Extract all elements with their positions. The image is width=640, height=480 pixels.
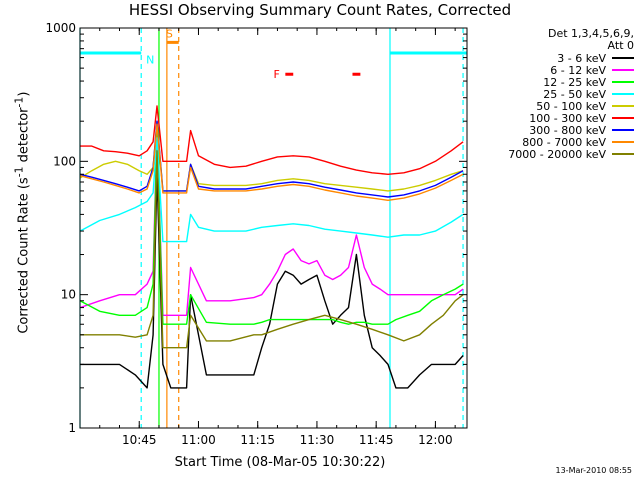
legend-item-8: 800 - 7000 keV	[482, 135, 634, 149]
y-tick-label-2: 100	[53, 154, 76, 168]
y-axis-label-mid: detector	[16, 107, 32, 167]
x-tick-label-3: 11:30	[300, 433, 335, 447]
saa-label: S	[166, 27, 173, 40]
plot-frame	[79, 27, 468, 429]
legend: Det 1,3,4,5,6,9, Att 0 3 - 6 keV 6 - 12 k…	[482, 28, 634, 161]
x-tick-label-4: 11:45	[359, 433, 394, 447]
y-axis-label-main: Corrected Count Rate (s	[16, 177, 32, 334]
legend-swatch	[612, 57, 634, 59]
legend-swatch	[612, 129, 634, 131]
legend-item-1: 3 - 6 keV	[482, 51, 634, 65]
x-tick-label-5: 12:00	[418, 433, 453, 447]
y-axis-label-sup2: -1	[12, 96, 26, 108]
y-axis-label: Corrected Count Rate (s-1 detector-1)	[12, 92, 32, 334]
legend-title-line1: Det 1,3,4,5,6,9,	[547, 27, 634, 40]
x-tick-label-1: 11:00	[181, 433, 216, 447]
legend-rows: 3 - 6 keV 6 - 12 keV 12 - 25 keV 25 - 50 ke…	[482, 51, 634, 161]
legend-label: 25 - 50 keV	[543, 87, 606, 101]
legend-item-2: 6 - 12 keV	[482, 63, 634, 77]
legend-item-3: 12 - 25 keV	[482, 75, 634, 89]
legend-item-6: 100 - 300 keV	[482, 111, 634, 125]
legend-item-9: 7000 - 20000 keV	[482, 147, 634, 161]
series-line-8	[79, 123, 464, 202]
legend-label: 100 - 300 keV	[529, 111, 606, 125]
legend-swatch	[612, 141, 634, 143]
legend-swatch	[612, 117, 634, 119]
ticks-layer: 10:45 11:00 11:15 11:30 11:45 12:00 1 10 100 1000	[45, 21, 467, 447]
y-tick-label-3: 1000	[45, 21, 76, 35]
y-tick-label-0: 1	[68, 421, 76, 435]
y-axis-label-sup1: -1	[12, 166, 26, 178]
legend-title-line2: Att 0	[607, 39, 634, 52]
y-tick-label-1: 10	[61, 288, 76, 302]
legend-label: 300 - 800 keV	[529, 123, 606, 137]
legend-item-4: 25 - 50 keV	[482, 87, 634, 101]
series-layer	[79, 105, 464, 389]
legend-swatch	[612, 153, 634, 155]
legend-label: 12 - 25 keV	[543, 75, 606, 89]
series-line-9	[80, 150, 464, 349]
series-line-4	[79, 137, 464, 243]
x-tick-label-0: 10:45	[122, 433, 157, 447]
flare-label: F	[273, 68, 279, 81]
chart-title: HESSI Observing Summary Count Rates, Cor…	[128, 1, 512, 19]
legend-item-5: 50 - 100 keV	[482, 99, 634, 113]
legend-swatch	[612, 69, 634, 71]
series-line-5	[79, 120, 464, 192]
x-axis-label: Start Time (08-Mar-05 10:30:22)	[174, 455, 386, 470]
legend-label: 7000 - 20000 keV	[508, 147, 606, 161]
legend-title: Det 1,3,4,5,6,9, Att 0	[482, 28, 634, 52]
legend-swatch	[612, 81, 634, 83]
night-label: N	[146, 54, 154, 67]
legend-label: 50 - 100 keV	[536, 99, 606, 113]
legend-label: 800 - 7000 keV	[522, 135, 606, 149]
series-line-7	[79, 120, 464, 198]
legend-swatch	[612, 93, 634, 95]
series-line-3	[79, 133, 464, 325]
series-line-6	[80, 105, 464, 176]
footer-timestamp: 13-Mar-2010 08:55	[555, 466, 633, 475]
x-tick-label-2: 11:15	[240, 433, 275, 447]
legend-label: 6 - 12 keV	[550, 63, 606, 77]
annotations-layer: S N F	[79, 27, 467, 428]
legend-item-7: 300 - 800 keV	[482, 123, 634, 137]
legend-label: 3 - 6 keV	[557, 51, 606, 65]
legend-swatch	[612, 105, 634, 107]
y-axis-label-end: )	[16, 91, 32, 97]
